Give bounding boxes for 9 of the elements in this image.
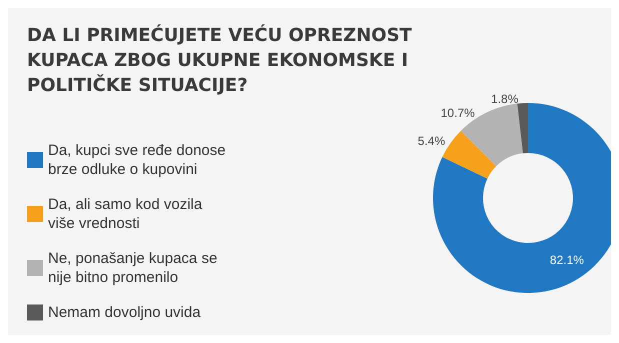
data-label: 82.1% [550,252,584,267]
legend-label: Ne, ponašanje kupaca se nije bitno promenilo [48,250,222,286]
data-label: 5.4% [418,134,446,148]
chart-title: DA LI PRIMEĆUJETE VEĆU OPREZNOST KUPACA ZBOG UKUPNE EKONOMSKE I POLITIČKE SITUACIJE? [27,24,418,96]
data-label: 10.7% [440,106,476,120]
data-label: 1.8% [491,92,519,106]
legend-label: Da, ali samo kod vozila više vrednosti [48,196,206,232]
legend-label: Nemam dovoljno uvida [48,304,202,321]
legend-label: Da, kupci sve ređe donose brze odluke o kupovini [48,142,230,178]
